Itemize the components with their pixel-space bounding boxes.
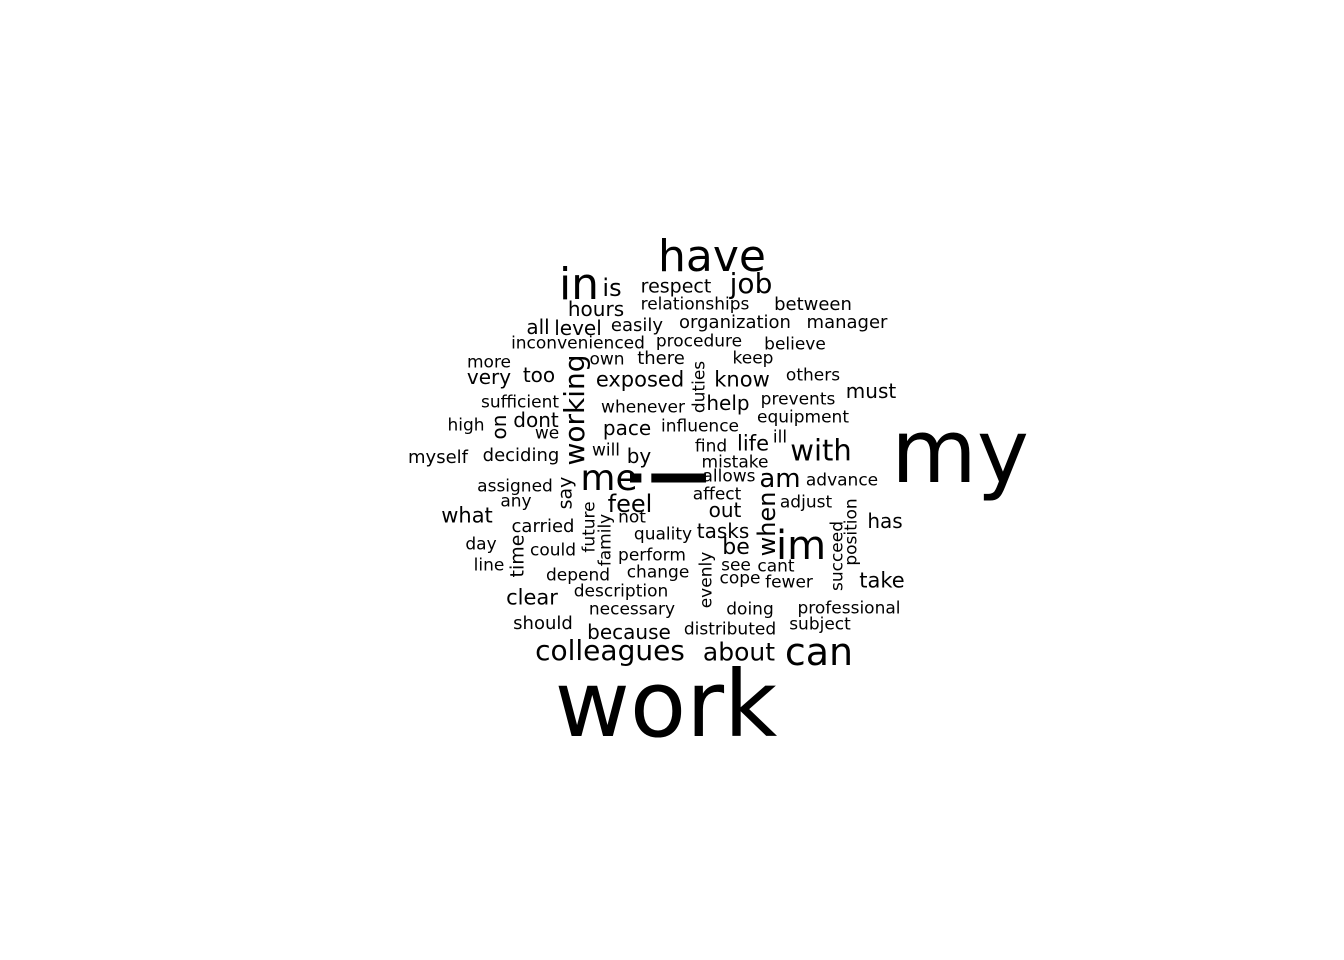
word-help: help xyxy=(706,391,750,415)
word-organization: organization xyxy=(679,312,791,333)
word-assigned: assigned xyxy=(477,476,553,497)
word-quality: quality xyxy=(633,524,693,545)
word-see: see xyxy=(721,555,751,576)
word-have: have xyxy=(658,231,766,282)
word-very: very xyxy=(466,365,512,389)
word-in: in xyxy=(558,259,600,310)
word-because: because xyxy=(587,620,671,644)
word-on: on xyxy=(487,414,511,440)
word-prevents: prevents xyxy=(760,389,836,410)
word-own: own xyxy=(589,349,625,370)
word-doing: doing xyxy=(726,599,774,620)
word-hours: hours xyxy=(567,297,625,321)
word-am: am xyxy=(759,464,801,494)
word-duties: duties xyxy=(689,360,710,414)
word-find: find xyxy=(694,436,728,457)
word-level: level xyxy=(554,316,602,340)
word-be: be xyxy=(722,535,750,560)
word-subject: subject xyxy=(789,614,851,635)
word-easily: easily xyxy=(610,315,664,336)
word-perform: perform xyxy=(618,545,686,566)
word-fewer: fewer xyxy=(765,572,813,593)
word-im: im xyxy=(775,523,827,569)
word-distributed: distributed xyxy=(683,619,777,640)
word-cope: cope xyxy=(719,568,761,589)
word-pace: pace xyxy=(602,416,652,440)
word-me: me xyxy=(580,458,638,499)
word-necessary: necessary xyxy=(588,599,676,620)
word-work: work xyxy=(554,651,778,758)
word-relationships: relationships xyxy=(640,294,750,315)
word-can: can xyxy=(784,630,854,674)
word-advance: advance xyxy=(805,470,879,491)
word-mistake: mistake xyxy=(701,452,769,473)
word-job: job xyxy=(729,267,773,300)
word-what: what xyxy=(441,503,493,528)
word-succeed: succeed xyxy=(827,520,848,592)
word-ill: ill xyxy=(772,427,788,448)
word-influence: influence xyxy=(660,416,740,437)
word-exposed: exposed xyxy=(595,367,685,392)
word-cant: cant xyxy=(757,556,795,577)
word-could: could xyxy=(529,540,577,561)
word-allows: allows xyxy=(702,466,756,487)
word-know: know xyxy=(714,367,770,392)
word-family: family xyxy=(595,513,616,567)
word-must: must xyxy=(845,379,897,403)
word-time: time xyxy=(506,534,529,578)
word-believe: believe xyxy=(764,334,826,355)
word-say: say xyxy=(554,476,577,510)
word-not: not xyxy=(618,507,646,528)
word-will: will xyxy=(591,440,621,461)
word-change: change xyxy=(626,562,690,583)
word-we: we xyxy=(534,423,560,444)
word-depend: depend xyxy=(545,565,611,586)
word-clear: clear xyxy=(506,585,558,610)
word-whenever: whenever xyxy=(601,397,685,418)
word-colleagues: colleagues xyxy=(535,634,685,667)
word-feel: feel xyxy=(607,490,653,518)
word-dont: dont xyxy=(513,408,559,432)
word-keep: keep xyxy=(732,348,774,369)
word-high: high xyxy=(447,415,485,436)
word-equipment: equipment xyxy=(757,407,849,428)
word-is: is xyxy=(602,274,622,302)
word-respect: respect xyxy=(640,275,712,298)
word-sufficient: sufficient xyxy=(480,392,560,413)
word-with: with xyxy=(790,433,852,468)
word-inconvenienced: inconvenienced xyxy=(511,333,645,354)
word-life: life xyxy=(737,431,769,456)
word-evenly: evenly xyxy=(696,551,717,609)
word-others: others xyxy=(785,365,841,386)
word-too: too xyxy=(522,363,556,387)
word-adjust: adjust xyxy=(779,492,833,513)
word-any: any xyxy=(500,491,532,512)
word-manager: manager xyxy=(806,312,888,333)
word-carried: carried xyxy=(511,516,575,537)
word-by: by xyxy=(626,444,652,468)
word-myself: myself xyxy=(408,447,468,468)
word-line: line xyxy=(473,555,505,576)
word-take: take xyxy=(859,568,905,593)
word-should: should xyxy=(513,613,573,634)
word-my: my xyxy=(891,400,1029,503)
word-procedure: procedure xyxy=(655,331,743,352)
word-more: more xyxy=(466,352,512,373)
word-description: description xyxy=(573,581,669,602)
word-when: when xyxy=(753,491,781,557)
word-has: has xyxy=(867,509,903,533)
word-deciding: deciding xyxy=(482,445,560,466)
word-between: between xyxy=(774,294,852,315)
word-out: out xyxy=(708,498,742,522)
word-there: there xyxy=(637,348,685,369)
word-day: day xyxy=(465,534,497,555)
word-tasks: tasks xyxy=(696,519,750,543)
word-affect: affect xyxy=(692,484,742,505)
word-working: working xyxy=(558,354,591,466)
word-all: all xyxy=(526,315,550,339)
word-about: about xyxy=(702,637,776,667)
word-professional: professional xyxy=(797,598,901,619)
